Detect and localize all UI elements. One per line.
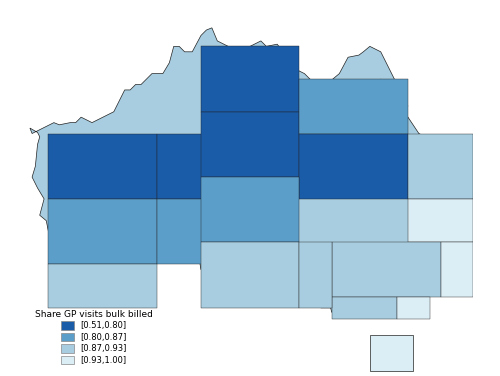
Polygon shape [201,243,299,308]
Polygon shape [408,199,474,243]
Polygon shape [48,264,158,308]
Polygon shape [440,243,474,297]
Polygon shape [201,112,299,177]
Polygon shape [201,46,299,112]
Polygon shape [158,133,234,199]
Polygon shape [48,133,158,199]
Polygon shape [158,199,234,264]
Legend: [0.51,0.80], [0.80,0.87], [0.87,0.93], [0.93,1.00]: [0.51,0.80], [0.80,0.87], [0.87,0.93], [… [31,305,157,369]
Polygon shape [30,28,469,317]
Polygon shape [299,133,408,199]
Polygon shape [299,79,408,133]
Polygon shape [408,133,474,199]
Polygon shape [48,199,158,264]
Polygon shape [299,243,332,308]
Polygon shape [332,297,397,319]
Polygon shape [332,243,440,297]
Polygon shape [397,297,430,319]
Polygon shape [201,177,299,243]
Polygon shape [370,335,414,371]
